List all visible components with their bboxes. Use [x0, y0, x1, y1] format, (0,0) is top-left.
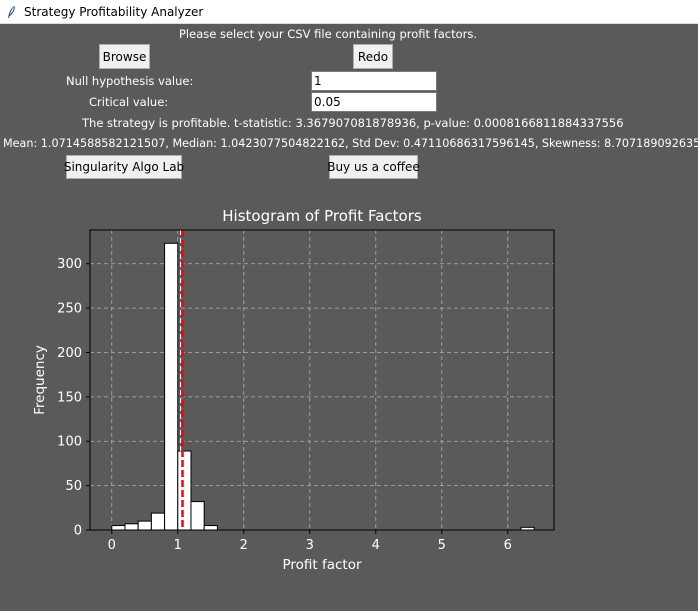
histogram-bar	[150, 512, 166, 531]
y-axis-label: Frequency	[32, 345, 48, 415]
y-tick-label: 100	[57, 435, 82, 450]
x-tick-label: 0	[108, 538, 116, 553]
histogram-bar	[203, 525, 218, 531]
plot-frame	[89, 229, 555, 531]
critical-value-input[interactable]	[311, 92, 437, 112]
null-hypothesis-input[interactable]	[311, 71, 437, 91]
histogram-bar	[124, 523, 139, 531]
statistics-text: Mean: 1.0714588582121507, Median: 1.0423…	[3, 137, 698, 150]
null-hypothesis-label: Null hypothesis value:	[66, 74, 194, 88]
histogram-chart: 0 1 2 3 4 5 6 0 50 100 150 200 250 300 Histogram of P…	[32, 207, 555, 573]
histogram-bar	[137, 520, 152, 531]
plot-area	[90, 230, 554, 530]
chart-title: Histogram of Profit Factors	[222, 207, 422, 225]
histogram-bar	[177, 450, 192, 531]
redo-button[interactable]: Redo	[353, 44, 393, 69]
buy-coffee-button[interactable]: Buy us a coffee	[327, 155, 420, 179]
x-tick-label: 2	[240, 538, 248, 553]
histogram-bar	[190, 501, 205, 531]
histogram-bar	[164, 242, 179, 531]
histogram-bar	[111, 525, 126, 531]
y-tick-label: 200	[57, 346, 82, 361]
title-bar: Strategy Profitability Analyzer	[0, 0, 698, 24]
y-tick-label: 150	[57, 390, 82, 405]
x-tick-label: 5	[438, 538, 446, 553]
y-tick-label: 50	[65, 479, 82, 494]
browse-button[interactable]: Browse	[99, 44, 150, 69]
y-tick-label: 300	[57, 257, 82, 272]
critical-value-label: Critical value:	[89, 95, 169, 109]
singularity-algo-lab-button[interactable]: Singularity Algo Lab	[64, 155, 184, 179]
x-tick-label: 1	[174, 538, 182, 553]
y-tick-label: 0	[74, 524, 82, 539]
y-tick-label: 250	[57, 302, 82, 317]
instructions-label: Please select your CSV file containing p…	[179, 27, 478, 41]
feather-icon	[8, 5, 15, 18]
x-tick-label: 3	[306, 538, 314, 553]
x-tick-label: 4	[372, 538, 380, 553]
x-tick-label: 6	[504, 538, 512, 553]
window-title: Strategy Profitability Analyzer	[24, 4, 204, 19]
x-axis-label: Profit factor	[282, 557, 362, 573]
verdict-text: The strategy is profitable. t-statistic:…	[82, 116, 624, 130]
